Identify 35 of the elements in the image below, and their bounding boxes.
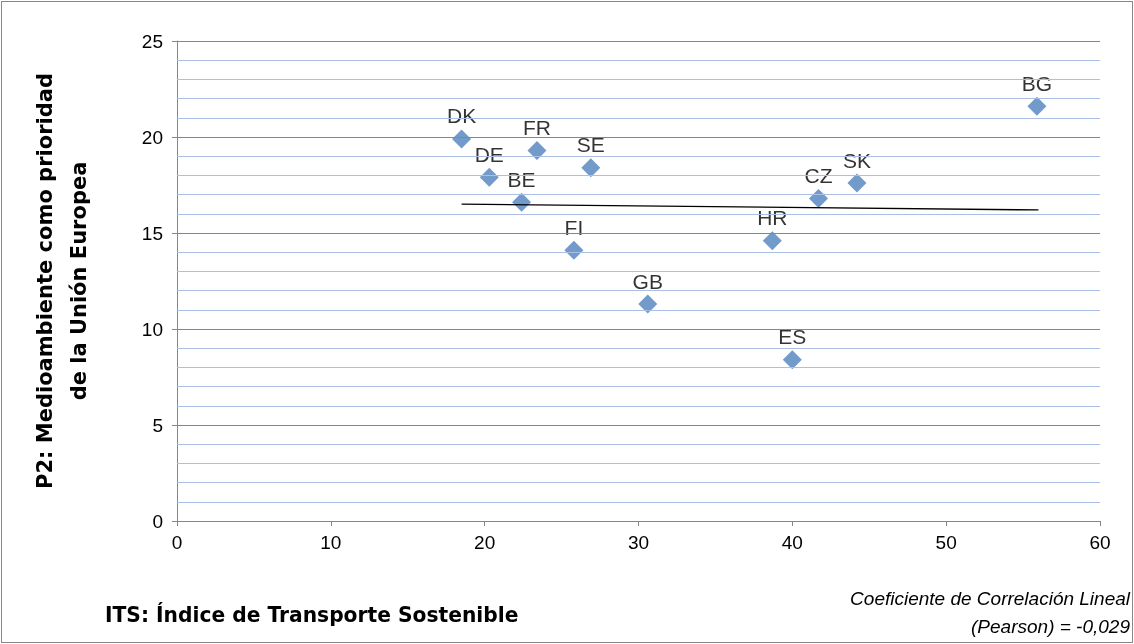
x-tick-label: 40 [781,532,803,553]
x-tick-label: 10 [320,532,342,553]
point [452,129,472,149]
series-label: GB [632,269,663,293]
x-tick-label: 30 [627,532,650,553]
y-tick-label: 0 [152,510,163,532]
point [1027,96,1047,116]
series-label: BE [507,167,536,191]
series-label: CZ [804,163,833,187]
series-label: DE [474,142,504,166]
y-axis-title: P2: Medioambiente como prioridad de la Unión Europea [32,72,92,491]
point [512,192,532,212]
x-tick-label: 60 [1089,532,1111,553]
point [564,240,584,260]
point [847,173,867,193]
text: Coeficiente de Correlación Lineal (Pearson) = -0,029 [849,587,1130,639]
y-tick-label: 10 [141,318,163,340]
x-tick-label: 20 [474,532,496,553]
point [479,167,499,187]
y-tick-label: 5 [152,414,163,436]
point [527,140,547,160]
y-tick-label: 15 [141,222,163,244]
point [782,350,802,370]
x-axis-title: ITS: Índice de Transporte Sostenible [105,602,519,627]
y-tick-label: 25 [141,30,163,52]
series-label: FR [522,115,551,139]
y-tick-label: 20 [141,126,163,148]
series-label: SE [576,133,605,157]
point [638,294,658,314]
point [581,158,601,178]
series-label: ES [778,325,807,349]
x-tick-label: 0 [171,532,183,553]
x-tick-label: 50 [935,532,957,553]
point [808,188,828,208]
point [762,231,782,251]
